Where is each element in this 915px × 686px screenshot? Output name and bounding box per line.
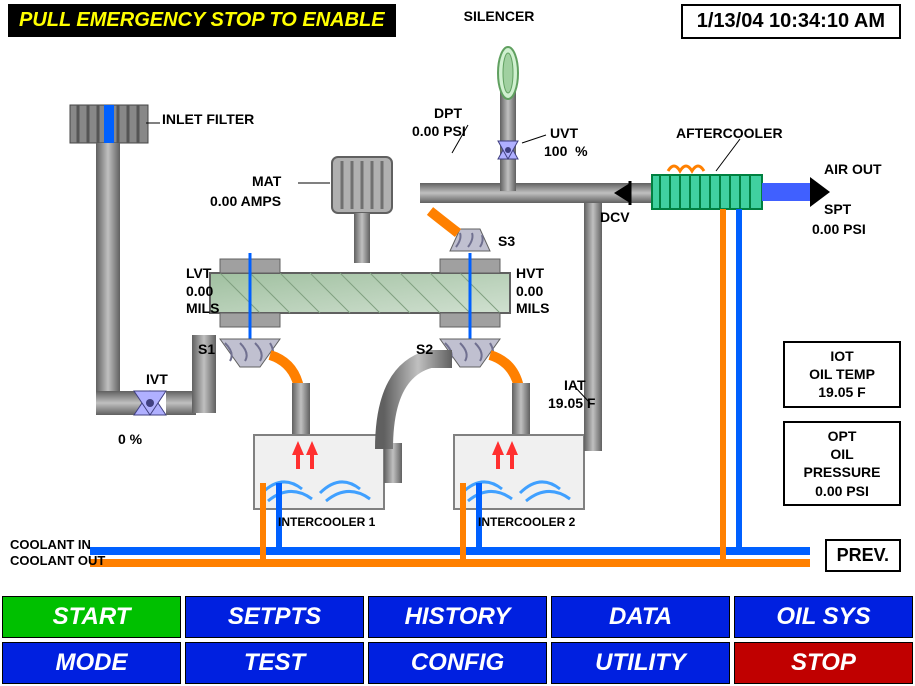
iot-label: OIL TEMP (793, 365, 891, 383)
silencer-label: SILENCER (464, 8, 535, 24)
dpt-value: 0.00 PSI (412, 123, 466, 140)
opt-label: OIL PRESSURE (793, 445, 891, 481)
coolant-out-label: COOLANT OUT (10, 553, 105, 569)
intercooler2-label: INTERCOOLER 2 (478, 515, 575, 529)
inlet-filter-icon (70, 105, 148, 143)
mode-button[interactable]: MODE (2, 642, 181, 684)
dcv-label: DCV (600, 209, 630, 226)
intercooler1-label: INTERCOOLER 1 (278, 515, 375, 529)
spt-value: 0.00 PSI (812, 221, 866, 238)
opt-title: OPT (793, 427, 891, 445)
s2-label: S2 (416, 341, 433, 358)
motor-icon (332, 157, 392, 263)
silencer-icon (498, 47, 518, 99)
uvt-value: 100 % (544, 143, 588, 160)
coolant-out-pipe (90, 559, 810, 567)
test-button[interactable]: TEST (185, 642, 364, 684)
uvt-label: UVT (550, 125, 578, 142)
warning-banner: PULL EMERGENCY STOP TO ENABLE (8, 4, 396, 37)
air-out-label: AIR OUT (824, 161, 882, 178)
datetime-display: 1/13/04 10:34:10 AM (681, 4, 901, 39)
orange-pipe-s3 (430, 211, 458, 233)
aftercooler-icon (652, 166, 762, 209)
setpts-button[interactable]: SETPTS (185, 596, 364, 638)
dpt-label: DPT (434, 105, 462, 122)
data-button[interactable]: DATA (551, 596, 730, 638)
lvt-value: 0.00 MILS (186, 283, 219, 317)
pipe-inlet-vertical (96, 143, 120, 393)
intercooler2-icon (454, 435, 584, 509)
s1-label: S1 (198, 341, 215, 358)
aftercooler-label: AFTERCOOLER (676, 125, 783, 142)
process-diagram: INLET FILTER MAT 0.00 AMPS DPT 0.00 PSI … (0, 43, 915, 603)
hvt-label: HVT (516, 265, 544, 282)
config-button[interactable]: CONFIG (368, 642, 547, 684)
iot-box: IOT OIL TEMP 19.05 F (783, 341, 901, 408)
spt-label: SPT (824, 201, 851, 218)
history-button[interactable]: HISTORY (368, 596, 547, 638)
prev-button[interactable]: PREV. (825, 539, 901, 572)
utility-button[interactable]: UTILITY (551, 642, 730, 684)
iot-title: IOT (793, 347, 891, 365)
stop-button[interactable]: STOP (734, 642, 913, 684)
start-button[interactable]: START (2, 596, 181, 638)
ivt-label: IVT (146, 371, 168, 388)
iat-label: IAT (564, 377, 586, 394)
oilsys-button[interactable]: OIL SYS (734, 596, 913, 638)
inlet-filter-label: INLET FILTER (162, 111, 254, 128)
ivt-value: 0 % (118, 431, 142, 448)
opt-box: OPT OIL PRESSURE 0.00 PSI (783, 421, 901, 506)
intercooler1-icon (254, 435, 384, 509)
lvt-label: LVT (186, 265, 211, 282)
iat-value: 19.05 F (548, 395, 595, 412)
mat-value: 0.00 AMPS (210, 193, 281, 210)
hvt-value: 0.00 MILS (516, 283, 549, 317)
iot-value: 19.05 F (793, 383, 891, 401)
coolant-in-pipe (90, 547, 810, 555)
s3-label: S3 (498, 233, 515, 250)
bottom-button-bar: START SETPTS HISTORY DATA OIL SYS MODE T… (0, 594, 915, 686)
opt-value: 0.00 PSI (793, 482, 891, 500)
coolant-in-label: COOLANT IN (10, 537, 91, 553)
mat-label: MAT (252, 173, 281, 190)
